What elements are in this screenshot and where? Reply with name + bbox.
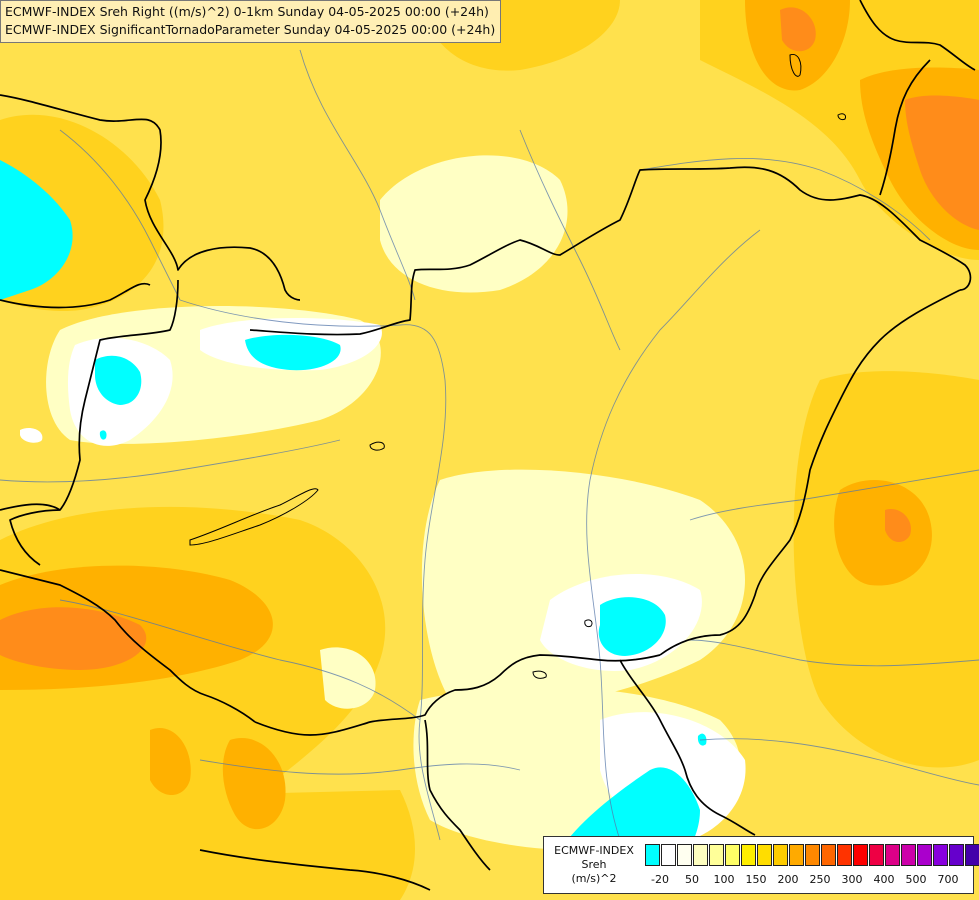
river-northwest — [59, 129, 181, 301]
field-cyan-small-west — [95, 355, 142, 405]
legend-swatch-19 — [949, 844, 964, 866]
legend-swatch-4 — [709, 844, 724, 866]
field-cyan-dot — [99, 430, 107, 440]
field-orange-south-2 — [150, 728, 191, 795]
field-pale-north — [380, 155, 568, 293]
border-romania-north — [879, 59, 931, 196]
field-cyan-north — [245, 334, 341, 371]
legend-swatch-20 — [965, 844, 979, 866]
field-cyan-west — [0, 160, 73, 300]
river-northeast — [639, 158, 931, 241]
legend-title-line-2: Sreh — [581, 858, 607, 871]
river-north-2 — [519, 129, 621, 351]
legend-swatch-8 — [773, 844, 788, 866]
color-legend: ECMWF-INDEX Sreh (m/s)^2 -20 50 100 150 200 2… — [543, 836, 979, 894]
legend-swatch-12 — [837, 844, 852, 866]
border-south-serbia — [619, 659, 756, 836]
border-south-croatia — [424, 719, 491, 871]
river-drava — [59, 599, 421, 721]
legend-swatch-5 — [725, 844, 740, 866]
field-darkorange-northeast — [905, 95, 979, 230]
legend-swatch-15 — [885, 844, 900, 866]
border-hungary-west — [9, 279, 179, 566]
legend-swatch-1 — [661, 844, 676, 866]
legend-tick-2: 100 — [713, 873, 735, 886]
legend-swatch-9 — [789, 844, 804, 866]
border-hungary-east — [659, 289, 961, 656]
legend-swatch-14 — [869, 844, 884, 866]
field-cyan-center — [598, 597, 666, 656]
legend-swatches — [645, 844, 979, 866]
title-line-sreh: ECMWF-INDEX Sreh Right ((m/s)^2) 0-1km S… — [5, 4, 489, 19]
legend-swatch-6 — [741, 844, 756, 866]
rivers-layer — [0, 49, 979, 841]
legend-swatch-17 — [917, 844, 932, 866]
river-west-1 — [0, 439, 341, 483]
field-darkorange-southwest — [0, 607, 147, 670]
legend-tick-1: 50 — [685, 873, 699, 886]
legend-title-line-3: (m/s)^2 — [571, 872, 617, 885]
legend-title: ECMWF-INDEX Sreh (m/s)^2 — [544, 844, 644, 886]
map-title-box: ECMWF-INDEX Sreh Right ((m/s)^2) 0-1km S… — [0, 0, 502, 43]
legend-tick-4: 200 — [777, 873, 799, 886]
legend-swatch-16 — [901, 844, 916, 866]
legend-tick-8: 500 — [905, 873, 927, 886]
legend-swatch-2 — [677, 844, 692, 866]
legend-swatch-11 — [821, 844, 836, 866]
field-orange-south-1 — [222, 738, 286, 830]
lake-small-4 — [789, 53, 802, 77]
legend-swatch-3 — [693, 844, 708, 866]
river-tisza — [586, 229, 761, 841]
field-gold-far-south — [0, 790, 415, 900]
border-hungary-south — [254, 654, 661, 736]
lake-small-5 — [837, 113, 846, 121]
river-danube — [179, 299, 447, 841]
border-west-slovenia — [0, 503, 61, 511]
legend-tick-9: 700 — [937, 873, 959, 886]
lake-balaton — [189, 488, 319, 546]
legend-tick-6: 300 — [841, 873, 863, 886]
lakes-layer — [189, 53, 846, 679]
legend-ticks: -20 50 100 150 200 250 300 400 500 700 — [645, 873, 975, 887]
river-north-1 — [299, 49, 416, 301]
legend-swatch-13 — [853, 844, 868, 866]
border-ukraine-romania — [859, 0, 976, 71]
river-east-2 — [689, 639, 979, 667]
lake-small-1 — [369, 441, 385, 451]
legend-tick-5: 250 — [809, 873, 831, 886]
river-south-1 — [199, 759, 521, 775]
border-hungary-north — [249, 166, 972, 336]
legend-swatch-18 — [933, 844, 948, 866]
legend-tick-7: 400 — [873, 873, 895, 886]
legend-swatch-10 — [805, 844, 820, 866]
legend-title-line-1: ECMWF-INDEX — [554, 844, 634, 857]
legend-swatch-0 — [645, 844, 660, 866]
border-south-bosnia — [199, 849, 431, 891]
border-czech-slovakia-austria — [0, 94, 301, 301]
river-south-2 — [699, 738, 979, 786]
lake-small-3 — [584, 619, 593, 628]
legend-tick-0: -20 — [651, 873, 669, 886]
field-orange-east — [834, 480, 932, 586]
border-hungary-southwest — [0, 569, 256, 723]
river-east-1 — [689, 469, 979, 521]
title-line-stp: ECMWF-INDEX SignificantTornadoParameter … — [5, 22, 496, 37]
field-pale-lower — [320, 647, 376, 709]
legend-tick-3: 150 — [745, 873, 767, 886]
field-darkorange-north — [780, 7, 816, 52]
border-northwest-austria — [0, 282, 151, 309]
lake-small-2 — [532, 670, 547, 679]
field-white-spot — [20, 428, 43, 443]
field-darkorange-east — [885, 509, 911, 542]
legend-swatch-7 — [757, 844, 772, 866]
